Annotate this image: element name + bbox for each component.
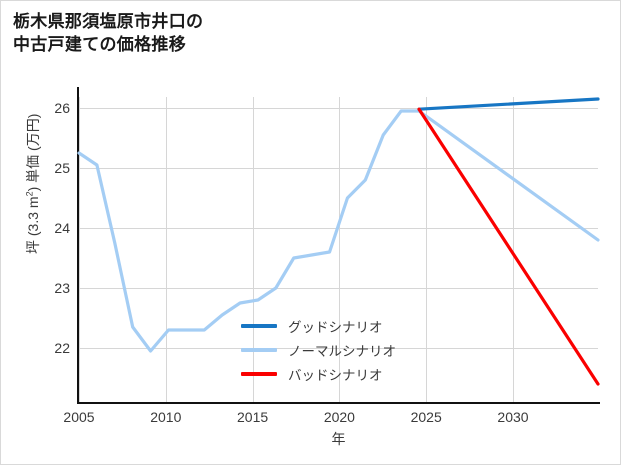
gridline-y-26	[79, 108, 598, 109]
y-axis-label-superscript: 2	[24, 191, 35, 197]
x-axis-label: 年	[331, 431, 346, 447]
gridline-y-23	[79, 288, 598, 289]
y-axis-label-tail: ) 単価 (万円)	[25, 113, 41, 192]
x-axis-spine	[77, 402, 600, 404]
legend-swatch-good	[241, 324, 277, 328]
y-axis-label-main: 坪 (3.3 m	[25, 196, 41, 254]
gridline-x-2015	[252, 97, 254, 402]
legend-label-good: グッドシナリオ	[288, 320, 383, 335]
series-line-グッドシナリオ	[417, 97, 600, 111]
x-tick-label-2005: 2005	[63, 409, 95, 425]
x-tick-label-2030: 2030	[497, 409, 529, 425]
y-axis-spine	[77, 87, 79, 402]
gridline-x-2025	[426, 97, 428, 402]
chart-legend: グッドシナリオ ノーマルシナリオ バッドシナリオ	[241, 314, 396, 386]
legend-label-normal: ノーマルシナリオ	[288, 344, 396, 359]
x-tick-label-2010: 2010	[150, 409, 182, 425]
y-tick-label-24: 24	[54, 220, 70, 236]
x-tick-label-2025: 2025	[410, 409, 442, 425]
gridline-x-2030	[513, 97, 514, 402]
series-canvas	[77, 97, 600, 386]
plot-area: 26 25 24 23 22 2005 2010 2015 2020 2025 …	[54, 87, 600, 447]
y-axis-label: 坪 (3.3 m2) 単価 (万円)	[23, 114, 43, 254]
gridline-x-2005	[79, 97, 80, 402]
gridline-x-2020	[339, 97, 341, 402]
y-tick-label-25: 25	[54, 160, 70, 176]
series-line-バッドシナリオ	[417, 107, 600, 386]
legend-swatch-normal	[241, 348, 277, 352]
legend-item-normal[interactable]: ノーマルシナリオ	[241, 338, 396, 362]
series-line-ノーマルシナリオ	[77, 109, 600, 353]
chart-title: 栃木県那須塩原市井口の 中古戸建ての価格推移	[13, 12, 204, 55]
legend-item-good[interactable]: グッドシナリオ	[241, 314, 396, 338]
y-tick-label-23: 23	[54, 280, 70, 296]
legend-label-bad: バッドシナリオ	[288, 368, 383, 383]
x-tick-label-2020: 2020	[323, 409, 355, 425]
gridline-y-22	[79, 348, 598, 349]
y-tick-label-22: 22	[54, 340, 70, 356]
x-tick-label-2015: 2015	[237, 409, 269, 425]
legend-swatch-bad	[241, 372, 277, 376]
y-tick-label-26: 26	[54, 100, 70, 116]
gridline-y-25	[79, 168, 598, 169]
legend-item-bad[interactable]: バッドシナリオ	[241, 362, 396, 386]
gridline-x-2010	[165, 97, 167, 402]
